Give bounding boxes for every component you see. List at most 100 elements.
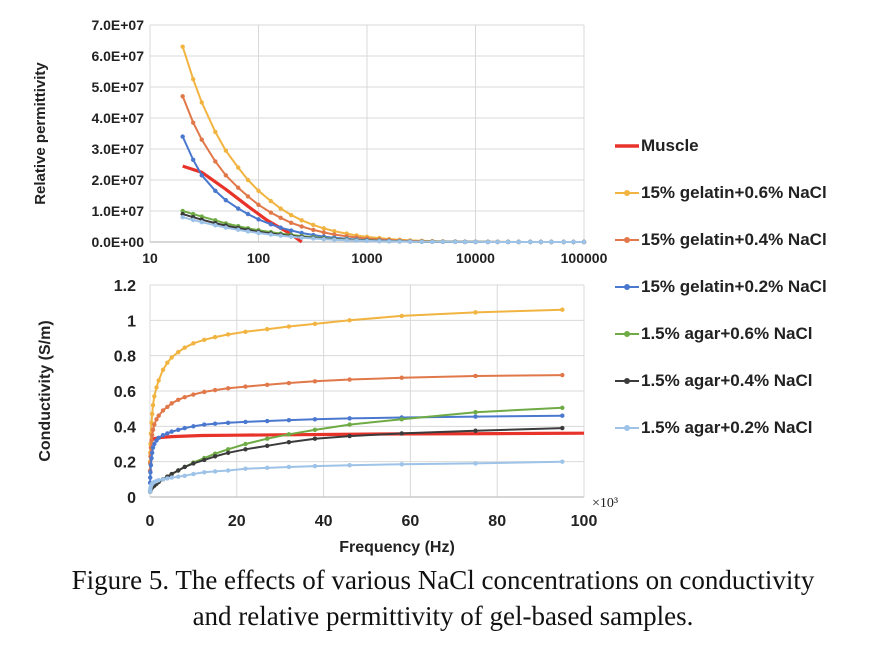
data-point bbox=[165, 404, 170, 410]
data-point bbox=[561, 239, 566, 245]
data-point bbox=[473, 310, 478, 315]
legend-swatch bbox=[615, 284, 639, 290]
series-line-1 bbox=[181, 46, 584, 243]
legend-label: 15% gelatin+0.4% NaCl bbox=[641, 230, 827, 249]
data-point bbox=[191, 424, 196, 429]
data-point bbox=[165, 476, 170, 481]
data-point bbox=[212, 454, 218, 459]
x-tick-label: 1000 bbox=[351, 250, 382, 266]
data-point bbox=[347, 422, 352, 427]
x-tick-label: 100 bbox=[247, 250, 271, 266]
data-point bbox=[169, 401, 174, 406]
legend-item: 1.5% agar+0.4% NaCl bbox=[614, 370, 813, 392]
legend-swatch bbox=[615, 378, 639, 384]
data-point bbox=[148, 470, 153, 475]
legend-label: Muscle bbox=[641, 136, 699, 155]
data-point bbox=[288, 234, 294, 239]
data-point bbox=[312, 436, 318, 441]
legend-swatch bbox=[615, 425, 639, 431]
data-point bbox=[223, 225, 229, 230]
data-point bbox=[149, 450, 155, 456]
data-point bbox=[149, 438, 154, 443]
data-point bbox=[180, 134, 185, 139]
legend-item: Muscle bbox=[614, 135, 699, 157]
data-point bbox=[264, 326, 270, 332]
data-point bbox=[213, 223, 218, 228]
data-point bbox=[176, 468, 181, 473]
y-axis-label: Conductivity (S/m) bbox=[37, 320, 54, 461]
data-point bbox=[182, 425, 187, 431]
x-tick-label: 20 bbox=[228, 513, 246, 530]
data-point bbox=[256, 188, 261, 194]
series-line-4 bbox=[182, 210, 584, 243]
legend-swatch-marker bbox=[624, 378, 630, 384]
data-point bbox=[156, 413, 161, 418]
data-point bbox=[225, 447, 231, 452]
y-tick-label: 3.0E+07 bbox=[91, 141, 144, 157]
data-point bbox=[364, 238, 370, 244]
data-point bbox=[505, 239, 511, 245]
data-point bbox=[156, 378, 161, 383]
data-point bbox=[571, 239, 576, 245]
y-tick-label: 5.0E+07 bbox=[91, 79, 144, 95]
legend-label: 1.5% agar+0.6% NaCl bbox=[641, 324, 813, 343]
data-point bbox=[312, 427, 318, 433]
data-point bbox=[288, 212, 294, 218]
data-point bbox=[182, 345, 187, 350]
legend-swatch-marker bbox=[624, 190, 630, 196]
data-point bbox=[560, 372, 565, 378]
data-point bbox=[202, 422, 207, 427]
data-point bbox=[332, 228, 337, 234]
series-line-3 bbox=[181, 136, 584, 243]
data-point bbox=[245, 211, 251, 217]
x-tick-label: 100 bbox=[571, 513, 598, 530]
data-point bbox=[312, 463, 318, 469]
data-point bbox=[549, 239, 554, 245]
data-point bbox=[473, 373, 478, 379]
data-point bbox=[245, 177, 251, 183]
y-tick-label: 1 bbox=[127, 313, 136, 330]
y-tick-label: 1.2 bbox=[114, 278, 136, 295]
data-point bbox=[286, 440, 292, 445]
series-line-3 bbox=[149, 414, 563, 483]
data-point bbox=[160, 432, 166, 438]
data-point bbox=[243, 419, 248, 425]
data-point bbox=[286, 380, 292, 386]
legend-item: 15% gelatin+0.2% NaCl bbox=[614, 276, 827, 298]
legend-swatch-marker bbox=[624, 331, 630, 337]
data-point bbox=[236, 165, 241, 170]
data-point bbox=[286, 324, 292, 329]
data-point bbox=[473, 414, 478, 419]
data-point bbox=[321, 230, 327, 235]
figure-caption: Figure 5. The effects of various NaCl co… bbox=[0, 562, 886, 634]
data-point bbox=[212, 469, 218, 474]
data-point bbox=[225, 420, 231, 425]
data-point bbox=[243, 329, 248, 335]
x-tick-label: 10 bbox=[142, 250, 158, 266]
data-point bbox=[419, 239, 425, 244]
data-point bbox=[312, 379, 318, 384]
data-point bbox=[347, 433, 352, 439]
legend-label: 15% gelatin+0.6% NaCl bbox=[641, 183, 827, 202]
x-tick-label: 100000 bbox=[561, 250, 608, 266]
data-point bbox=[160, 367, 166, 372]
data-point bbox=[243, 447, 248, 452]
data-point bbox=[245, 229, 251, 234]
data-point bbox=[485, 239, 491, 245]
data-point bbox=[212, 387, 218, 393]
data-point bbox=[152, 394, 157, 399]
data-point bbox=[264, 436, 270, 441]
y-tick-label: 1.0E+07 bbox=[91, 203, 144, 219]
data-point bbox=[182, 473, 187, 478]
y-axis-label: Relative permittivity bbox=[32, 62, 49, 205]
data-point bbox=[176, 397, 181, 403]
data-point bbox=[256, 202, 261, 207]
conductivity-chart: 0 0.2 0.4 0.6 0.8 1 1.2 0 20 40 60 80 100 ×10³ Frequen… bbox=[37, 278, 618, 556]
data-point bbox=[199, 100, 204, 105]
data-point bbox=[440, 239, 446, 245]
data-point bbox=[176, 349, 181, 355]
data-point bbox=[473, 410, 478, 415]
data-point bbox=[245, 194, 251, 199]
data-point bbox=[190, 157, 196, 163]
data-point bbox=[268, 222, 274, 227]
